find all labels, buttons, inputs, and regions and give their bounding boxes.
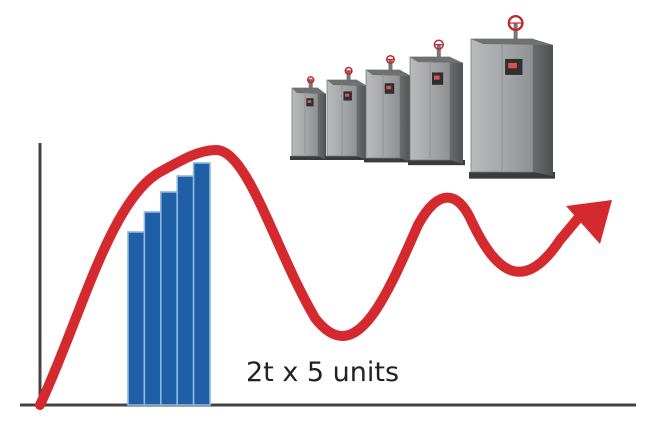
boiler-bank	[290, 15, 555, 179]
capacity-band	[192, 162, 211, 406]
capacity-bands	[127, 162, 211, 406]
boiler-unit-icon	[290, 76, 328, 160]
capacity-caption: 2t x 5 units	[246, 357, 400, 388]
boiler-unit-icon	[408, 39, 465, 166]
load-curve	[35, 145, 590, 410]
capacity-band	[143, 211, 162, 406]
boiler-unit-icon	[469, 15, 555, 179]
capacity-band	[160, 191, 179, 406]
arrow-head-icon	[566, 200, 612, 244]
capacity-band	[127, 231, 146, 406]
boiler-unit-icon	[364, 54, 413, 163]
boiler-unit-icon	[325, 66, 369, 160]
capacity-band	[176, 175, 195, 406]
